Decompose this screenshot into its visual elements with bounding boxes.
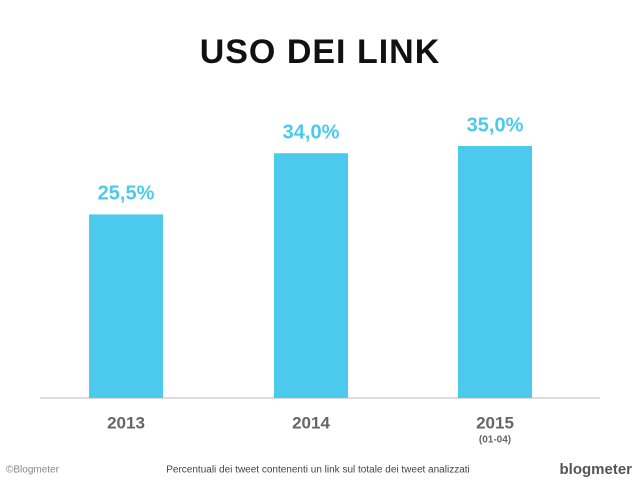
x-tick-label: 2013: [107, 413, 145, 432]
value-label: 25,5%: [98, 183, 155, 205]
x-tick-note: (01-04): [479, 435, 511, 446]
chart-title: USO DEI LINK: [200, 33, 441, 71]
copyright: ©Blogmeter: [6, 465, 60, 476]
bar: [274, 153, 348, 398]
footnote: Percentuali dei tweet contenenti un link…: [166, 465, 470, 476]
logo: blogmeter: [559, 461, 632, 478]
value-label: 35,0%: [467, 114, 524, 136]
bar: [89, 214, 163, 398]
bar: [458, 146, 532, 398]
x-tick-label: 2015: [476, 413, 514, 432]
x-tick-label: 2014: [292, 413, 330, 432]
value-label: 34,0%: [283, 121, 340, 143]
